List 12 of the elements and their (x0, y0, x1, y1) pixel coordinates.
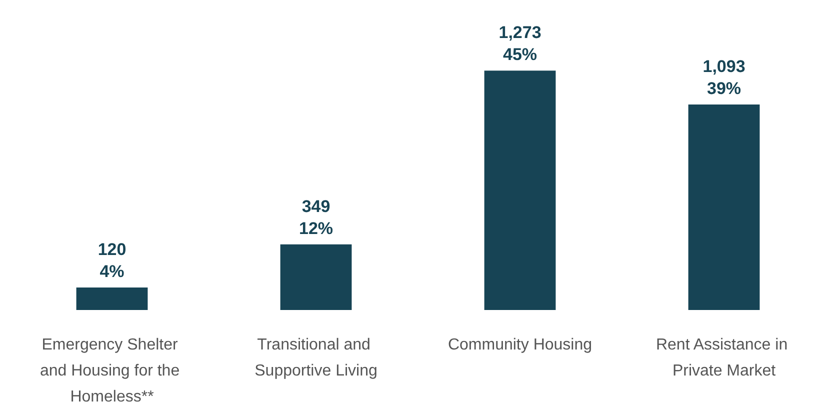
x-tick-label: Emergency Shelter and Housing for the Homeless** (40, 336, 184, 406)
x-tick-label: Rent Assistance in Private Market (656, 336, 792, 380)
x-tick-label: Transitional and Supportive Living (254, 336, 378, 380)
data-label: 1,093 39% (702, 57, 746, 98)
bar (484, 70, 556, 310)
bar (76, 287, 148, 310)
data-label: 349 12% (298, 196, 334, 238)
data-label: 1,273 45% (498, 23, 542, 64)
bar (688, 104, 760, 310)
bar (280, 244, 352, 310)
data-label: 120 4% (98, 240, 126, 281)
x-tick-label: Community Housing (448, 336, 592, 354)
